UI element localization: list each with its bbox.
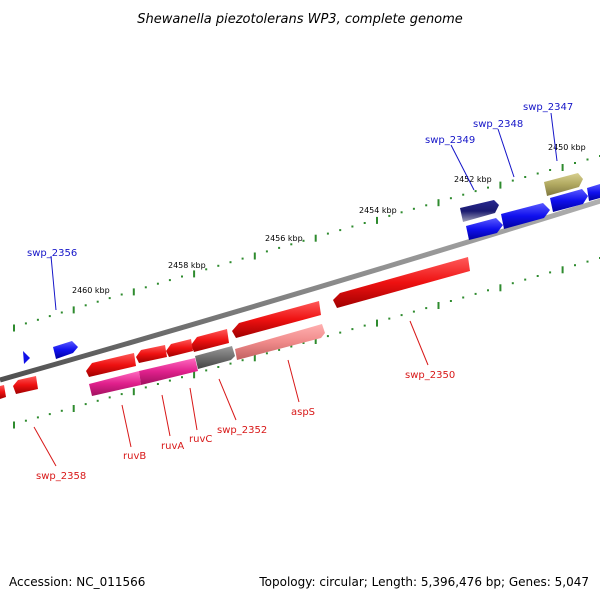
label-ruvC[interactable]: ruvC	[189, 434, 212, 445]
leader-swp_2347	[550, 112, 558, 162]
gene-small-marker[interactable]	[23, 351, 30, 364]
label-swp_2348[interactable]: swp_2348	[473, 119, 523, 130]
reverse-genes	[0, 257, 470, 399]
upper-tick-row	[13, 155, 600, 332]
label-swp_2358[interactable]: swp_2358	[36, 471, 86, 482]
leader-aspS	[287, 359, 300, 403]
kbp-label-2450: 2450 kbp	[548, 143, 586, 152]
gene-ruvB[interactable]	[89, 371, 141, 396]
kbp-label-2456: 2456 kbp	[265, 234, 303, 243]
leader-swp_2352	[218, 378, 237, 421]
gene-ruv-red-long[interactable]	[86, 353, 136, 377]
leader-swp_2349	[450, 144, 475, 191]
label-swp_2352[interactable]: swp_2352	[217, 425, 267, 436]
label-swp_2349[interactable]: swp_2349	[425, 135, 475, 146]
genome-backbone	[0, 198, 600, 383]
gene-aspS[interactable]	[235, 324, 325, 360]
label-swp_2347[interactable]: swp_2347	[523, 102, 573, 113]
forward-genes	[23, 173, 600, 364]
label-swp_2356[interactable]: swp_2356	[27, 248, 77, 259]
leader-swp_2358	[33, 426, 57, 467]
leader-ruvA	[161, 394, 171, 437]
gene-ruvC-gray[interactable]	[195, 346, 235, 369]
leader-swp_2350	[409, 320, 429, 366]
gene-swp_2349-navy[interactable]	[460, 200, 499, 222]
gene-ruvC-red[interactable]	[191, 329, 229, 352]
accession-text: Accession: NC_011566	[9, 575, 145, 589]
kbp-label-2460: 2460 kbp	[72, 286, 110, 295]
gene-swp_2352-red[interactable]	[232, 301, 321, 338]
gene-ruvB-red[interactable]	[136, 345, 167, 363]
leader-ruvB	[121, 404, 132, 448]
label-ruvA[interactable]: ruvA	[161, 441, 184, 452]
lower-tick-row	[13, 257, 600, 429]
gene-ruvA[interactable]	[139, 358, 198, 385]
label-aspS[interactable]: aspS	[291, 407, 315, 418]
kbp-label-2458: 2458 kbp	[168, 261, 206, 270]
gene-forward-a[interactable]	[466, 218, 503, 240]
kbp-label-2452: 2452 kbp	[454, 175, 492, 184]
leader-swp_2348	[497, 128, 515, 178]
leader-ruvC	[189, 387, 198, 431]
label-swp_2350[interactable]: swp_2350	[405, 370, 455, 381]
leader-lines	[33, 112, 558, 467]
gene-swp_2356[interactable]	[53, 341, 78, 359]
gene-swp_2358[interactable]	[13, 376, 38, 394]
gene-swp_2350[interactable]	[333, 257, 470, 308]
kbp-label-2454: 2454 kbp	[359, 206, 397, 215]
gene-forward-b[interactable]	[550, 189, 588, 212]
gene-labels: swp_2347 swp_2348 swp_2349 swp_2356 swp_…	[27, 102, 573, 482]
gene-left-edge[interactable]	[0, 385, 6, 399]
leader-swp_2356	[50, 255, 57, 311]
gene-ruvA-red[interactable]	[166, 339, 193, 357]
map-title: Shewanella piezotolerans WP3, complete g…	[137, 12, 463, 27]
label-ruvB[interactable]: ruvB	[123, 451, 146, 462]
gene-swp_2348[interactable]	[501, 203, 550, 229]
topology-text: Topology: circular; Length: 5,396,476 bp…	[258, 575, 589, 589]
gene-swp_2347[interactable]	[544, 173, 583, 196]
gene-forward-c[interactable]	[587, 184, 600, 201]
